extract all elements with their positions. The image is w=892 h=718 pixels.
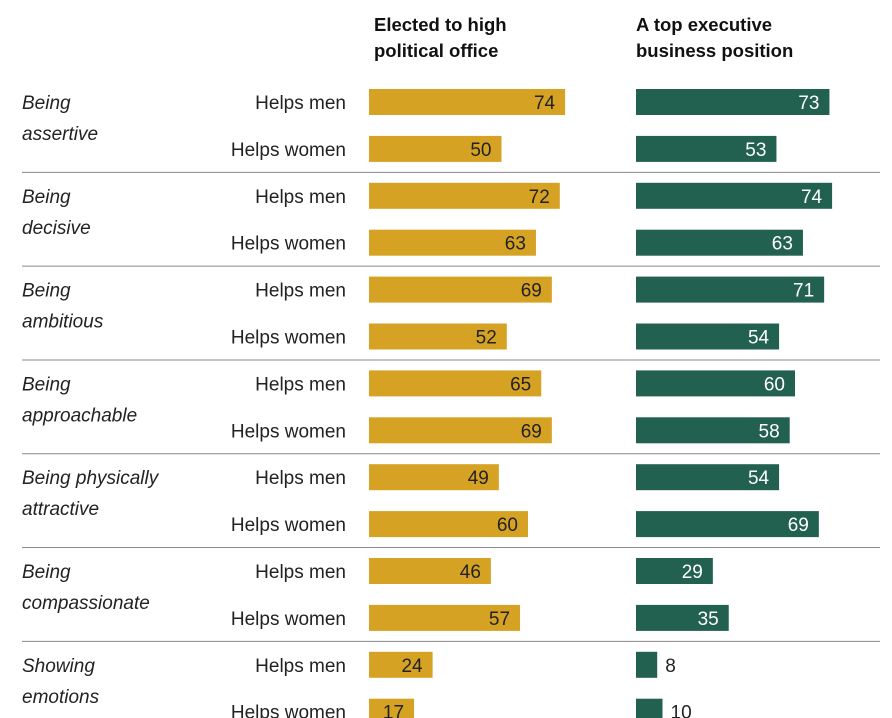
data-label: 57 (489, 609, 510, 630)
data-label: 73 (798, 93, 819, 114)
row-label: Helps men (255, 187, 346, 208)
group-label: decisive (22, 218, 91, 239)
group-label: Being physically (22, 468, 160, 489)
group-label: ambitious (22, 312, 104, 333)
row-label: Helps women (231, 140, 346, 161)
panel-title-business-line-1: A top executive (636, 14, 773, 35)
bar (636, 651, 658, 678)
row-label: Helps men (255, 656, 346, 677)
bar (369, 370, 542, 397)
bar (636, 698, 663, 718)
row-label: Helps women (231, 234, 346, 255)
data-label: 8 (665, 656, 676, 677)
data-label: 58 (759, 421, 780, 442)
bar (636, 229, 803, 256)
bar (636, 370, 795, 397)
data-label: 54 (748, 328, 770, 349)
group-label: assertive (22, 124, 98, 145)
data-label: 10 (671, 703, 692, 718)
data-label: 60 (764, 374, 785, 395)
group-label: approachable (22, 405, 137, 426)
bar (369, 276, 552, 303)
row-label: Helps women (231, 515, 346, 536)
panel-title-political: Elected to high political office (374, 12, 507, 64)
group-label: Being (22, 374, 71, 395)
bar (636, 135, 777, 162)
row-label: Helps men (255, 562, 346, 583)
data-label: 72 (529, 187, 550, 208)
row-label: Helps men (255, 93, 346, 114)
row-label: Helps women (231, 609, 346, 630)
data-label: 69 (521, 421, 542, 442)
bar (369, 698, 415, 718)
bar (636, 89, 830, 115)
data-label: 69 (788, 515, 809, 536)
data-label: 60 (497, 515, 518, 536)
data-label: 74 (801, 187, 823, 208)
panel-title-business-line-2: business position (636, 40, 794, 61)
data-label: 29 (682, 562, 703, 583)
bar (636, 511, 819, 538)
data-label: 69 (521, 281, 542, 302)
row-label: Helps men (255, 468, 346, 489)
data-label: 74 (534, 93, 556, 114)
group-label: Being (22, 562, 71, 583)
data-label: 71 (793, 281, 814, 302)
row-label: Helps men (255, 281, 346, 302)
bar (636, 323, 780, 350)
bar (369, 651, 433, 678)
group-label: Being (22, 281, 71, 302)
data-label: 63 (772, 234, 793, 255)
row-label: Helps women (231, 703, 346, 718)
bar (369, 604, 521, 631)
bar (636, 464, 780, 491)
bar (636, 604, 729, 631)
bar (636, 182, 833, 209)
row-label: Helps women (231, 328, 346, 349)
data-label: 24 (401, 656, 423, 677)
bar (369, 229, 536, 256)
bar (636, 558, 713, 584)
data-label: 46 (460, 562, 481, 583)
group-label: Being (22, 187, 71, 208)
bar (369, 182, 560, 209)
data-label: 35 (698, 609, 719, 630)
group-label: attractive (22, 499, 99, 520)
row-label: Helps men (255, 374, 346, 395)
data-label: 49 (468, 468, 489, 489)
group-label: Being (22, 93, 71, 114)
data-label: 50 (470, 140, 491, 161)
data-label: 65 (510, 374, 531, 395)
group-label: compassionate (22, 593, 150, 614)
bar (369, 323, 507, 350)
data-label: 63 (505, 234, 526, 255)
group-label: Showing (22, 656, 95, 677)
bar (636, 276, 825, 303)
panel-title-political-line-1: Elected to high (374, 14, 507, 35)
bar (369, 511, 528, 538)
data-label: 52 (476, 328, 497, 349)
panel-title-business: A top executive business position (636, 12, 793, 64)
bar (369, 135, 502, 162)
bar (369, 417, 552, 444)
bar (369, 89, 566, 115)
bar (369, 558, 491, 584)
bar (636, 417, 790, 444)
row-label: Helps women (231, 421, 346, 442)
group-label: emotions (22, 687, 100, 708)
data-label: 54 (748, 468, 770, 489)
data-label: 53 (745, 140, 766, 161)
bar (369, 464, 499, 491)
data-label: 17 (383, 703, 404, 718)
panel-title-political-line-2: political office (374, 40, 499, 61)
